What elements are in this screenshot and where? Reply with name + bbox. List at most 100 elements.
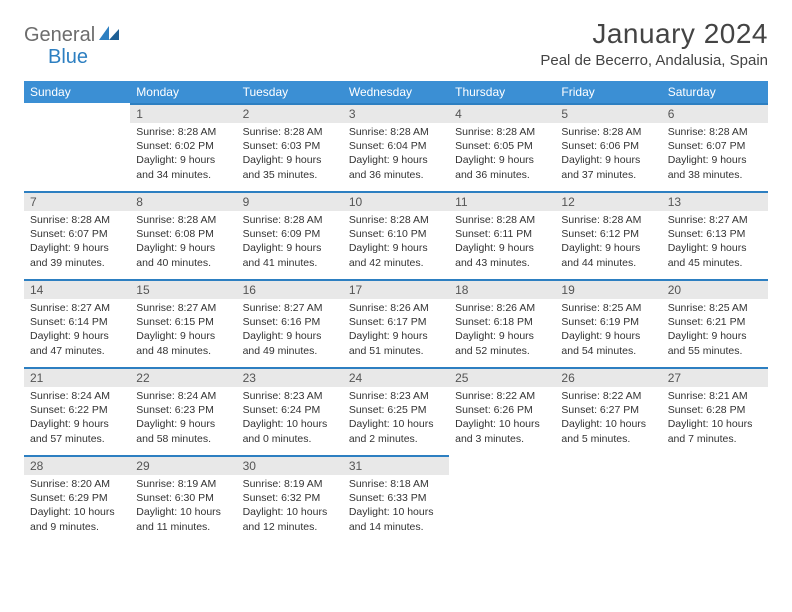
calendar-cell: 17Sunrise: 8:26 AMSunset: 6:17 PMDayligh… — [343, 279, 449, 367]
calendar-cell — [24, 103, 130, 191]
title-block: January 2024 Peal de Becerro, Andalusia,… — [540, 18, 768, 69]
day-details: Sunrise: 8:19 AMSunset: 6:30 PMDaylight:… — [130, 475, 236, 540]
day-number: 27 — [662, 367, 768, 387]
day-number: 20 — [662, 279, 768, 299]
day-details: Sunrise: 8:25 AMSunset: 6:21 PMDaylight:… — [662, 299, 768, 364]
day-number: 19 — [555, 279, 661, 299]
day-details: Sunrise: 8:23 AMSunset: 6:24 PMDaylight:… — [237, 387, 343, 452]
calendar-cell: 12Sunrise: 8:28 AMSunset: 6:12 PMDayligh… — [555, 191, 661, 279]
day-details: Sunrise: 8:21 AMSunset: 6:28 PMDaylight:… — [662, 387, 768, 452]
day-details: Sunrise: 8:20 AMSunset: 6:29 PMDaylight:… — [24, 475, 130, 540]
day-details: Sunrise: 8:28 AMSunset: 6:11 PMDaylight:… — [449, 211, 555, 276]
day-details: Sunrise: 8:26 AMSunset: 6:18 PMDaylight:… — [449, 299, 555, 364]
day-number: 4 — [449, 103, 555, 123]
day-number: 17 — [343, 279, 449, 299]
calendar-cell: 4Sunrise: 8:28 AMSunset: 6:05 PMDaylight… — [449, 103, 555, 191]
day-number: 6 — [662, 103, 768, 123]
calendar-cell: 19Sunrise: 8:25 AMSunset: 6:19 PMDayligh… — [555, 279, 661, 367]
day-number: 1 — [130, 103, 236, 123]
calendar-cell — [555, 455, 661, 543]
weekday-header: Saturday — [662, 81, 768, 103]
weekday-header: Tuesday — [237, 81, 343, 103]
day-details: Sunrise: 8:28 AMSunset: 6:02 PMDaylight:… — [130, 123, 236, 188]
day-number: 16 — [237, 279, 343, 299]
calendar-cell: 29Sunrise: 8:19 AMSunset: 6:30 PMDayligh… — [130, 455, 236, 543]
logo-icon — [99, 24, 121, 47]
calendar-week-row: 21Sunrise: 8:24 AMSunset: 6:22 PMDayligh… — [24, 367, 768, 455]
day-number: 30 — [237, 455, 343, 475]
day-number: 13 — [662, 191, 768, 211]
logo-blue-row: Blue — [24, 40, 88, 69]
day-details: Sunrise: 8:24 AMSunset: 6:23 PMDaylight:… — [130, 387, 236, 452]
day-number: 26 — [555, 367, 661, 387]
day-details: Sunrise: 8:28 AMSunset: 6:07 PMDaylight:… — [662, 123, 768, 188]
calendar-cell — [662, 455, 768, 543]
calendar-cell: 25Sunrise: 8:22 AMSunset: 6:26 PMDayligh… — [449, 367, 555, 455]
calendar-cell: 23Sunrise: 8:23 AMSunset: 6:24 PMDayligh… — [237, 367, 343, 455]
calendar-cell: 30Sunrise: 8:19 AMSunset: 6:32 PMDayligh… — [237, 455, 343, 543]
day-details: Sunrise: 8:28 AMSunset: 6:03 PMDaylight:… — [237, 123, 343, 188]
day-details: Sunrise: 8:22 AMSunset: 6:27 PMDaylight:… — [555, 387, 661, 452]
calendar-week-row: 28Sunrise: 8:20 AMSunset: 6:29 PMDayligh… — [24, 455, 768, 543]
calendar-body: 1Sunrise: 8:28 AMSunset: 6:02 PMDaylight… — [24, 103, 768, 543]
page-header: General January 2024 Peal de Becerro, An… — [24, 18, 768, 69]
day-number: 18 — [449, 279, 555, 299]
calendar-cell: 2Sunrise: 8:28 AMSunset: 6:03 PMDaylight… — [237, 103, 343, 191]
day-number: 9 — [237, 191, 343, 211]
day-details: Sunrise: 8:28 AMSunset: 6:10 PMDaylight:… — [343, 211, 449, 276]
day-number: 24 — [343, 367, 449, 387]
weekday-header: Thursday — [449, 81, 555, 103]
calendar-cell: 20Sunrise: 8:25 AMSunset: 6:21 PMDayligh… — [662, 279, 768, 367]
calendar-cell: 3Sunrise: 8:28 AMSunset: 6:04 PMDaylight… — [343, 103, 449, 191]
day-number: 25 — [449, 367, 555, 387]
weekday-header: Wednesday — [343, 81, 449, 103]
calendar-cell: 16Sunrise: 8:27 AMSunset: 6:16 PMDayligh… — [237, 279, 343, 367]
logo-text-blue: Blue — [48, 46, 88, 69]
day-details: Sunrise: 8:19 AMSunset: 6:32 PMDaylight:… — [237, 475, 343, 540]
day-details: Sunrise: 8:28 AMSunset: 6:12 PMDaylight:… — [555, 211, 661, 276]
day-details: Sunrise: 8:28 AMSunset: 6:06 PMDaylight:… — [555, 123, 661, 188]
day-number: 21 — [24, 367, 130, 387]
day-details: Sunrise: 8:27 AMSunset: 6:14 PMDaylight:… — [24, 299, 130, 364]
calendar-cell: 9Sunrise: 8:28 AMSunset: 6:09 PMDaylight… — [237, 191, 343, 279]
day-number: 15 — [130, 279, 236, 299]
calendar-cell: 8Sunrise: 8:28 AMSunset: 6:08 PMDaylight… — [130, 191, 236, 279]
day-details: Sunrise: 8:27 AMSunset: 6:16 PMDaylight:… — [237, 299, 343, 364]
day-details: Sunrise: 8:28 AMSunset: 6:08 PMDaylight:… — [130, 211, 236, 276]
calendar-cell: 1Sunrise: 8:28 AMSunset: 6:02 PMDaylight… — [130, 103, 236, 191]
calendar-week-row: 7Sunrise: 8:28 AMSunset: 6:07 PMDaylight… — [24, 191, 768, 279]
day-number: 5 — [555, 103, 661, 123]
calendar-cell: 5Sunrise: 8:28 AMSunset: 6:06 PMDaylight… — [555, 103, 661, 191]
calendar-cell: 13Sunrise: 8:27 AMSunset: 6:13 PMDayligh… — [662, 191, 768, 279]
location: Peal de Becerro, Andalusia, Spain — [540, 52, 768, 69]
calendar-cell: 24Sunrise: 8:23 AMSunset: 6:25 PMDayligh… — [343, 367, 449, 455]
day-details: Sunrise: 8:27 AMSunset: 6:15 PMDaylight:… — [130, 299, 236, 364]
calendar-cell: 21Sunrise: 8:24 AMSunset: 6:22 PMDayligh… — [24, 367, 130, 455]
weekday-header: Monday — [130, 81, 236, 103]
day-details: Sunrise: 8:25 AMSunset: 6:19 PMDaylight:… — [555, 299, 661, 364]
calendar-cell: 18Sunrise: 8:26 AMSunset: 6:18 PMDayligh… — [449, 279, 555, 367]
day-number: 10 — [343, 191, 449, 211]
calendar-cell: 10Sunrise: 8:28 AMSunset: 6:10 PMDayligh… — [343, 191, 449, 279]
day-number: 31 — [343, 455, 449, 475]
day-number: 11 — [449, 191, 555, 211]
calendar-cell — [449, 455, 555, 543]
day-number: 28 — [24, 455, 130, 475]
day-number: 7 — [24, 191, 130, 211]
day-details: Sunrise: 8:22 AMSunset: 6:26 PMDaylight:… — [449, 387, 555, 452]
day-number: 14 — [24, 279, 130, 299]
day-details: Sunrise: 8:28 AMSunset: 6:09 PMDaylight:… — [237, 211, 343, 276]
calendar-cell: 6Sunrise: 8:28 AMSunset: 6:07 PMDaylight… — [662, 103, 768, 191]
calendar-week-row: 14Sunrise: 8:27 AMSunset: 6:14 PMDayligh… — [24, 279, 768, 367]
calendar-cell: 31Sunrise: 8:18 AMSunset: 6:33 PMDayligh… — [343, 455, 449, 543]
day-number: 12 — [555, 191, 661, 211]
day-number: 3 — [343, 103, 449, 123]
day-number: 2 — [237, 103, 343, 123]
day-number: 23 — [237, 367, 343, 387]
calendar-cell: 15Sunrise: 8:27 AMSunset: 6:15 PMDayligh… — [130, 279, 236, 367]
weekday-header: Sunday — [24, 81, 130, 103]
month-title: January 2024 — [540, 18, 768, 50]
day-details: Sunrise: 8:27 AMSunset: 6:13 PMDaylight:… — [662, 211, 768, 276]
calendar-cell: 14Sunrise: 8:27 AMSunset: 6:14 PMDayligh… — [24, 279, 130, 367]
calendar-head: SundayMondayTuesdayWednesdayThursdayFrid… — [24, 81, 768, 103]
